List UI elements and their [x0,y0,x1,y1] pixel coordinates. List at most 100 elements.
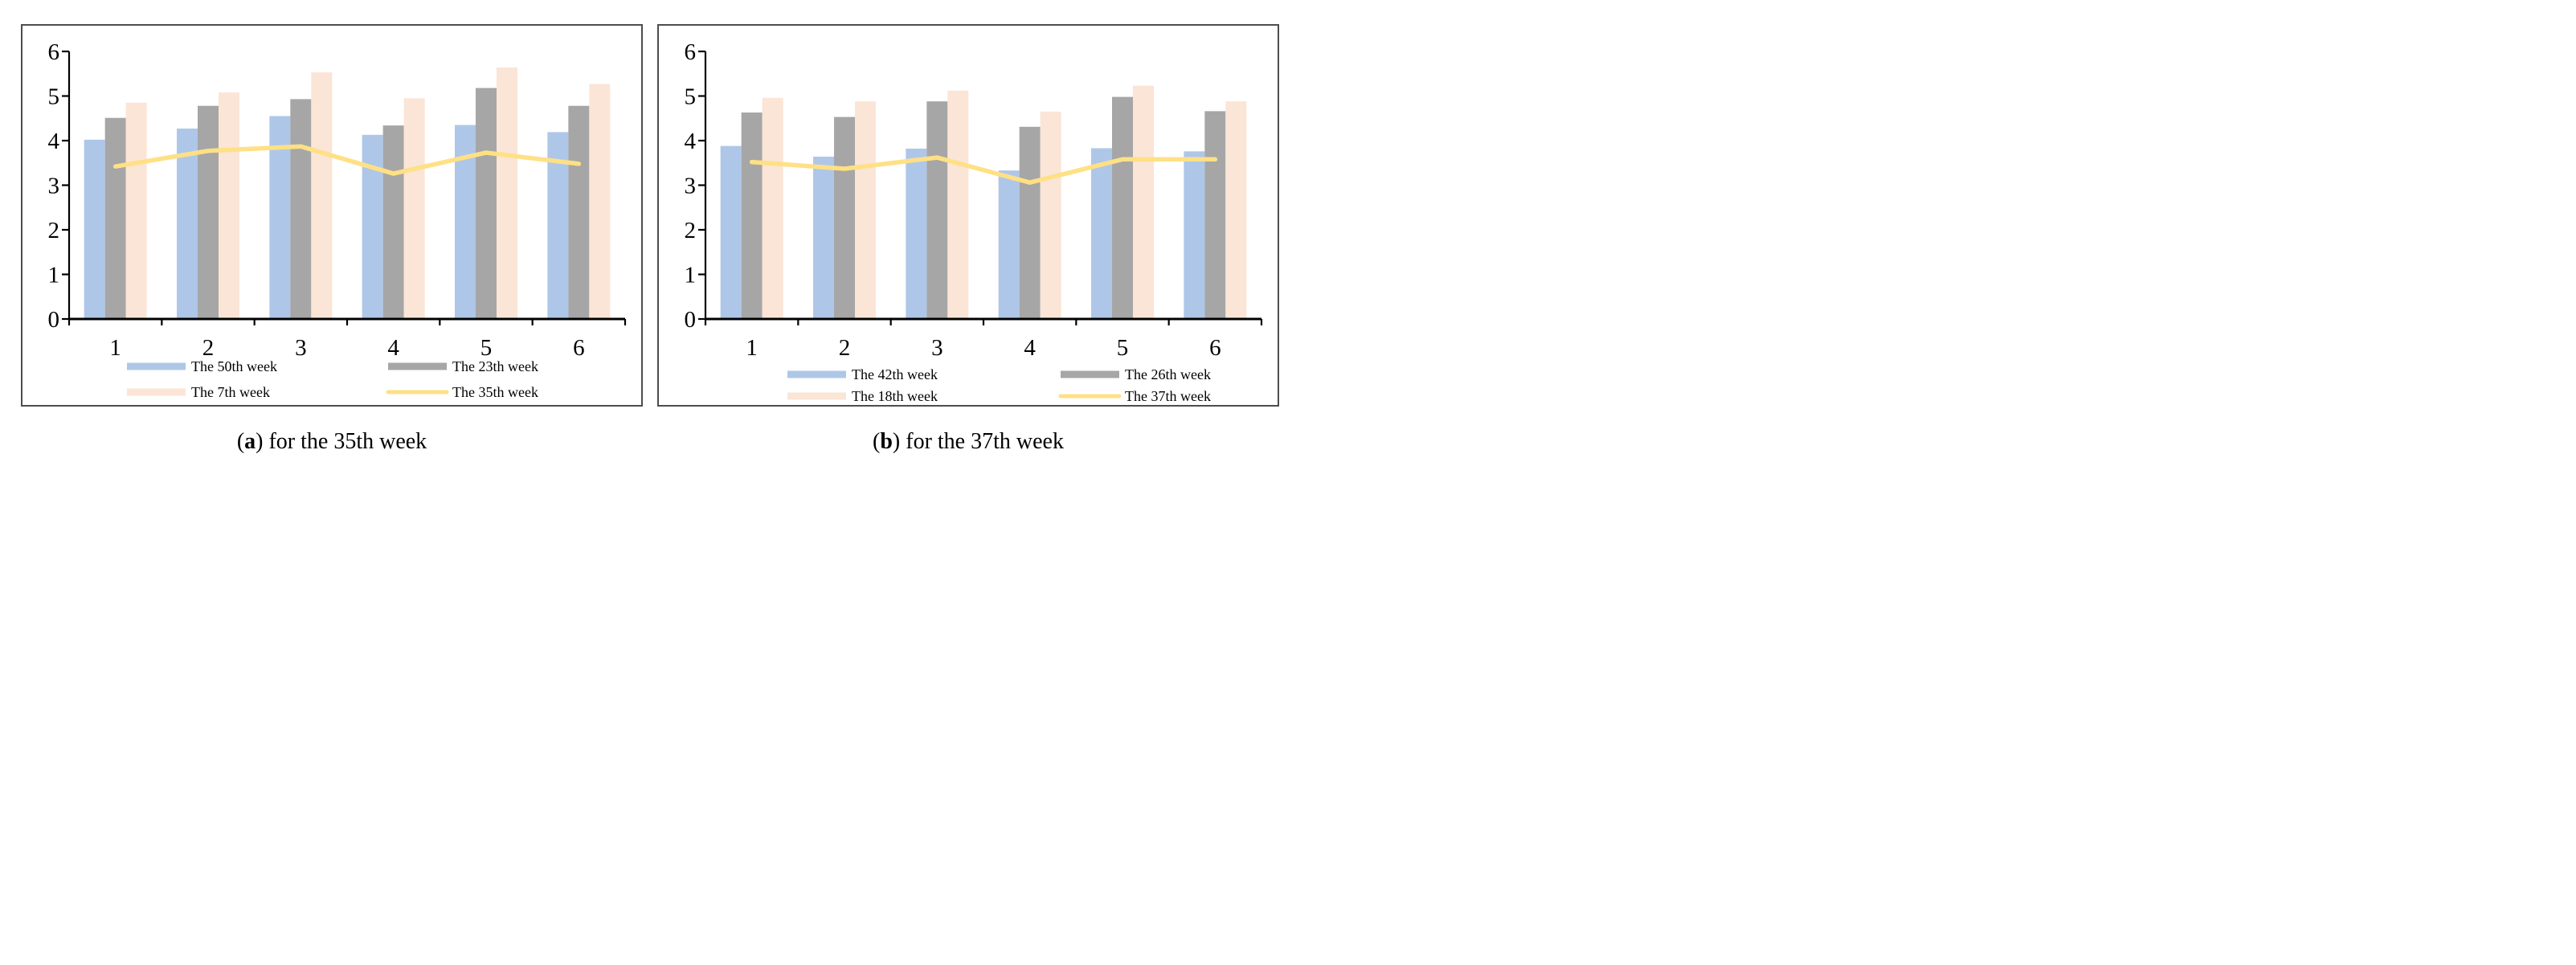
legend-item: The 18th week [787,388,938,404]
legend-label: The 50th week [191,358,277,374]
legend-label: The 23th week [452,358,538,374]
caption-a-paren-open: ( [236,429,245,454]
x-tick-label: 4 [1024,335,1036,361]
bar [1133,85,1154,320]
legend-swatch [127,388,186,396]
x-tick-label: 2 [839,335,851,361]
chart-b-canvas: 0 1 2 3 4 5 6 1 2 3 4 5 6 The 42th week The 26th week T… [685,39,1263,404]
y-tick-label: 1 [48,263,60,288]
bar-series-1 [741,96,1226,320]
bar [1112,96,1133,320]
x-tick-label: 2 [202,335,215,361]
y-tick-label: 0 [685,307,697,333]
x-tick-label: 1 [746,335,758,361]
y-tick-label: 3 [48,174,60,199]
bar-series-2 [762,85,1247,320]
caption-b-text: ) for the 37th week [892,429,1064,454]
bar [403,98,425,320]
bar [568,105,590,319]
bar-series-1 [104,88,590,319]
bar [1091,148,1112,319]
bar-series-2 [125,67,611,320]
bar [926,101,948,319]
x-tick-label: 4 [387,335,399,361]
legend-label: The 7th week [191,384,270,400]
bar [104,117,126,319]
bar [1019,126,1041,319]
bar [84,139,105,319]
bar [125,102,147,319]
legend-label: The 42th week [852,366,938,382]
chart-panel-a: 0 1 2 3 4 5 6 1 2 3 4 5 6 The 50th week The 23th week T… [21,24,643,407]
legend-swatch [787,392,846,400]
bar [1225,101,1247,319]
bar [311,72,333,320]
bar [741,112,763,319]
bar [476,88,497,319]
bar [947,90,969,319]
legend-swatch [787,370,846,378]
y-tick-label: 2 [685,218,697,243]
bar [497,67,517,320]
bar [219,92,239,319]
x-tick-label: 1 [109,335,121,361]
x-tick-label: 3 [295,335,307,361]
legend-item: The 42th week [787,366,938,382]
bar [813,156,834,319]
legend-item: The 23th week [388,358,538,374]
legend-item: The 37th week [1058,388,1211,404]
x-tick-label: 6 [573,335,585,361]
y-tick-label: 6 [685,39,697,65]
bar [198,105,219,319]
x-tick-label: 5 [1117,335,1129,361]
caption-a-letter: a [244,429,256,454]
x-tick-label: 5 [480,335,493,361]
y-tick-label: 0 [48,307,60,333]
legend-swatch [127,362,186,370]
caption-a-text: ) for the 35th week [256,429,427,454]
legend-item: The 26th week [1061,366,1211,382]
bar [177,129,198,319]
legend-swatch [1061,370,1119,378]
caption-b: (b) for the 37th week [657,429,1279,455]
legend-label: The 35th week [452,384,538,400]
bar-series-0 [720,145,1205,319]
line-series [112,144,582,176]
bar [906,148,927,319]
legend-label: The 37th week [1125,388,1211,404]
y-tick-label: 1 [685,263,697,288]
bar [762,97,783,319]
bar [720,145,742,319]
legend-swatch [388,362,447,370]
legend-item: The 50th week [127,358,277,374]
bar [1040,111,1061,320]
bar [382,125,404,319]
x-tick-label: 3 [931,335,943,361]
bar [1184,151,1205,319]
chart-panel-b: 0 1 2 3 4 5 6 1 2 3 4 5 6 The 42th week The 26th week T… [657,24,1279,407]
y-tick-label: 5 [48,84,60,110]
bar [290,99,312,319]
y-tick-label: 4 [685,129,697,154]
two-panel-chart-figure: 0 1 2 3 4 5 6 1 2 3 4 5 6 The 50th week The 23th week T… [0,0,1288,482]
legend-item: The 35th week [386,384,538,400]
line-series [749,155,1218,185]
caption-b-paren-open: ( [873,429,881,454]
y-tick-label: 3 [685,174,697,199]
bar [1204,111,1226,319]
bar [589,84,611,319]
legend-label: The 26th week [1125,366,1211,382]
bar [855,101,876,319]
bar [362,134,383,319]
chart-a-canvas: 0 1 2 3 4 5 6 1 2 3 4 5 6 The 50th week The 23th week T… [48,39,627,400]
y-tick-label: 6 [48,39,60,65]
caption-a: (a) for the 35th week [21,429,643,455]
caption-b-letter: b [880,429,893,454]
y-tick-label: 4 [48,129,60,154]
bar [834,117,855,319]
bar [998,170,1020,319]
legend-item: The 7th week [127,384,270,400]
legend-label: The 18th week [852,388,938,404]
y-tick-label: 2 [48,218,60,243]
y-tick-label: 5 [685,84,697,110]
